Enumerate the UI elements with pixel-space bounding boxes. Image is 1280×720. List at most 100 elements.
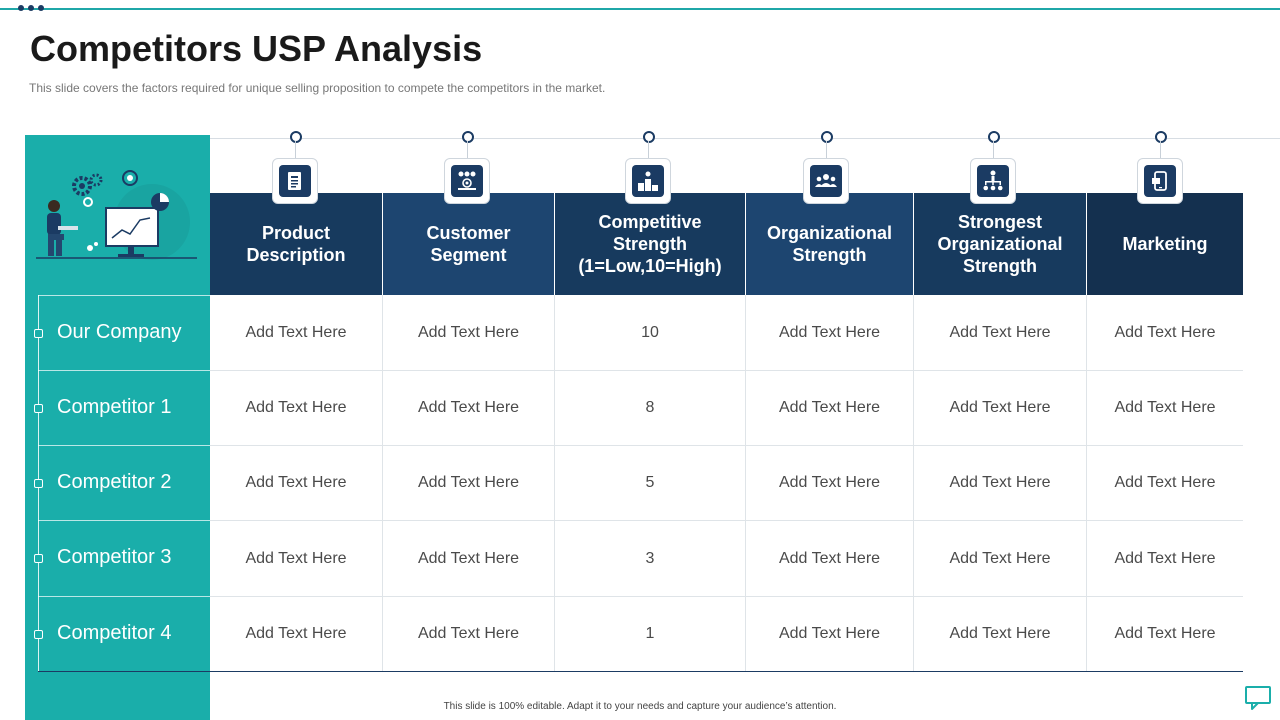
- table-cell: Add Text Here: [949, 324, 1051, 341]
- row-line: [210, 445, 1243, 446]
- slide-subtitle: This slide covers the factors required f…: [29, 81, 606, 95]
- connector-node: [821, 131, 833, 143]
- connector-node: [643, 131, 655, 143]
- row-divider: [38, 520, 210, 521]
- table-cell: Add Text Here: [245, 324, 347, 341]
- connector-node: [290, 131, 302, 143]
- table-cell: Add Text Here: [1114, 324, 1216, 341]
- connector-stem: [993, 141, 994, 158]
- footer-note: This slide is 100% editable. Adapt it to…: [0, 701, 1280, 712]
- table-cell: Add Text Here: [245, 550, 347, 567]
- table-cell: Add Text Here: [949, 399, 1051, 416]
- table-cell: Add Text Here: [778, 625, 881, 642]
- row-marker: [34, 630, 43, 639]
- row-divider: [38, 445, 210, 446]
- header-icon-box: [1137, 158, 1183, 204]
- table-cell: Add Text Here: [949, 550, 1051, 567]
- column-header-label: Organizational Strength: [766, 223, 892, 265]
- org-chart-icon: [983, 170, 1003, 191]
- column-header-competitive-strength: Competitive Strength (1=Low,10=High): [555, 193, 745, 295]
- analyst-at-desk-icon: [36, 170, 197, 260]
- connector-node: [1155, 131, 1167, 143]
- table-cell: Add Text Here: [778, 550, 881, 567]
- column-header-label: Competitive Strength (1=Low,10=High): [578, 212, 722, 276]
- connector-stem: [295, 141, 296, 158]
- table-cell: Add Text Here: [778, 474, 881, 491]
- connector-stem: [467, 141, 468, 158]
- row-label-competitor-4: Competitor 4: [57, 622, 172, 644]
- header-icon-box: [803, 158, 849, 204]
- connector-stem: [1160, 141, 1161, 158]
- table-cell: 1: [645, 625, 655, 642]
- table-cell: Add Text Here: [778, 399, 881, 416]
- row-marker: [34, 554, 43, 563]
- column-header-organizational-strength: Organizational Strength: [746, 193, 913, 295]
- row-marker: [34, 479, 43, 488]
- column-header-label: Product Description: [246, 223, 346, 265]
- table-cell: Add Text Here: [1114, 625, 1216, 642]
- row-divider: [38, 295, 210, 296]
- table-cell: Add Text Here: [417, 474, 520, 491]
- column-header-marketing: Marketing: [1087, 193, 1243, 295]
- top-dots-decoration: [18, 5, 44, 11]
- table-cell: Add Text Here: [1114, 550, 1216, 567]
- table-cell: Add Text Here: [417, 625, 520, 642]
- top-rule: [0, 8, 1280, 10]
- table-cell: Add Text Here: [417, 324, 520, 341]
- column-divider: [382, 295, 383, 671]
- table-cell: Add Text Here: [949, 474, 1051, 491]
- row-line: [210, 596, 1243, 597]
- connector-stem: [648, 141, 649, 158]
- row-line: [210, 520, 1243, 521]
- column-header-label: Customer Segment: [426, 223, 511, 265]
- header-icon-box: [625, 158, 671, 204]
- column-divider: [554, 295, 555, 671]
- row-label-competitor-1: Competitor 1: [57, 396, 172, 418]
- header-icon-box: [970, 158, 1016, 204]
- row-label-our-company: Our Company: [57, 321, 182, 343]
- connector-stem: [826, 141, 827, 158]
- column-header-label: Marketing: [1122, 234, 1208, 254]
- footer-text: This slide is 100% editable. Adapt it to…: [443, 701, 837, 712]
- table-bottom-rule: [38, 671, 1243, 672]
- column-divider: [745, 295, 746, 671]
- column-divider: [1086, 295, 1087, 671]
- table-cell: 5: [645, 474, 655, 491]
- podium-icon: [638, 171, 658, 191]
- table-cell: Add Text Here: [1114, 399, 1216, 416]
- table-cell: Add Text Here: [417, 399, 520, 416]
- mobile-marketing-icon: [1152, 171, 1167, 191]
- connector-node: [462, 131, 474, 143]
- table-cell: 8: [645, 399, 655, 416]
- header-icon-box: [444, 158, 490, 204]
- table-cell: 10: [641, 324, 659, 341]
- comment-icon[interactable]: [1244, 685, 1272, 711]
- row-marker: [34, 404, 43, 413]
- row-line: [210, 370, 1243, 371]
- table-cell: Add Text Here: [949, 625, 1051, 642]
- table-cell: Add Text Here: [417, 550, 520, 567]
- row-label-competitor-2: Competitor 2: [57, 471, 172, 493]
- column-header-label: Strongest Organizational Strength: [937, 212, 1063, 276]
- column-header-product-description: Product Description: [210, 193, 382, 295]
- table-cell: Add Text Here: [245, 474, 347, 491]
- table-cell: Add Text Here: [245, 625, 347, 642]
- header-icon-box: [272, 158, 318, 204]
- row-marker: [34, 329, 43, 338]
- audience-icon: [458, 171, 476, 190]
- header-connector-line: [210, 138, 1280, 139]
- document-icon: [288, 172, 301, 190]
- team-icon: [815, 174, 837, 187]
- column-divider: [913, 295, 914, 671]
- slide-title: Competitors USP Analysis: [30, 28, 483, 69]
- table-cell: 3: [645, 550, 655, 567]
- row-label-competitor-3: Competitor 3: [57, 546, 172, 568]
- table-cell: Add Text Here: [778, 324, 881, 341]
- table-cell: Add Text Here: [245, 399, 347, 416]
- row-divider: [38, 370, 210, 371]
- column-header-customer-segment: Customer Segment: [383, 193, 554, 295]
- connector-node: [988, 131, 1000, 143]
- row-divider: [38, 596, 210, 597]
- column-header-strongest-organizational-strength: Strongest Organizational Strength: [914, 193, 1086, 295]
- table-cell: Add Text Here: [1114, 474, 1216, 491]
